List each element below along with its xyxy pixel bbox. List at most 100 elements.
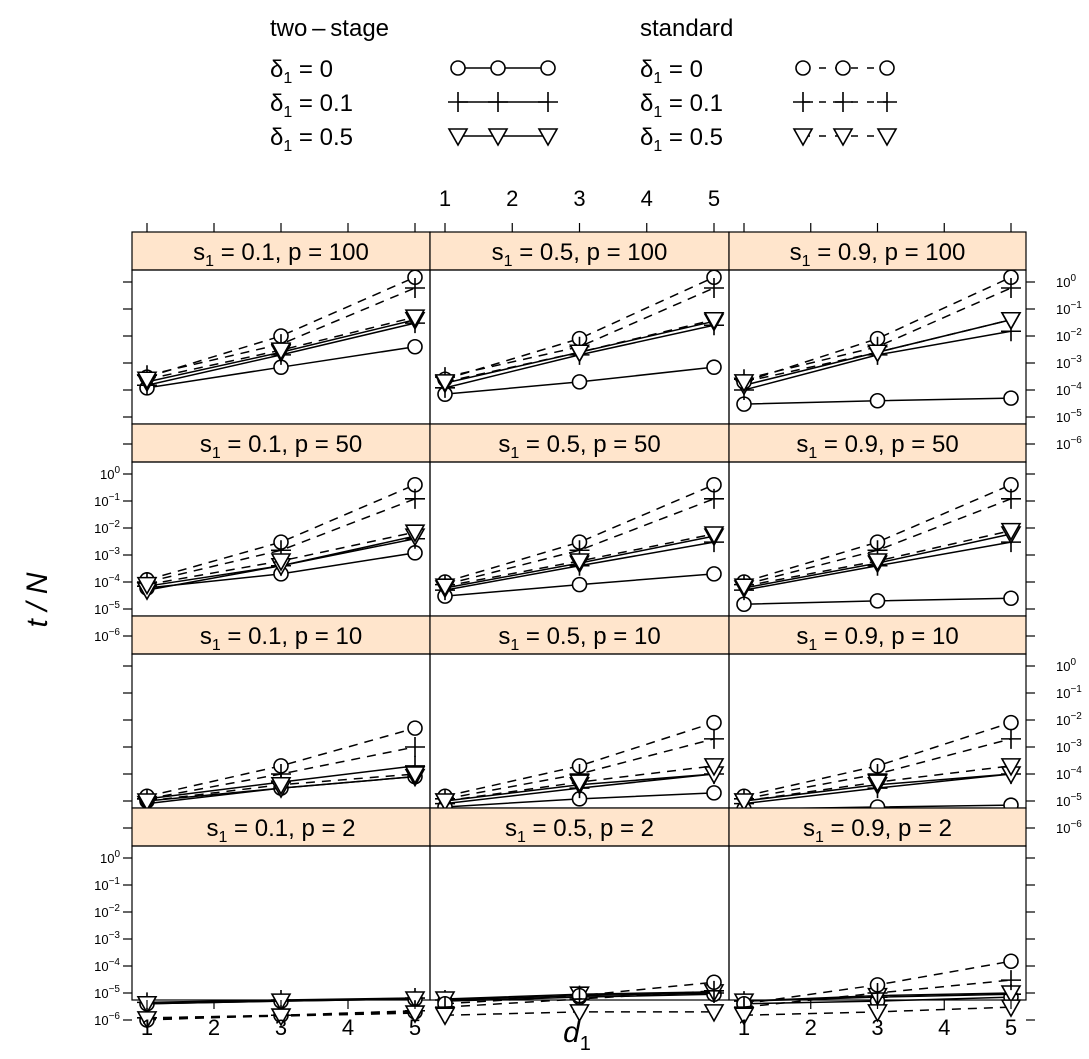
data-point [867,774,888,793]
data-point [706,785,722,801]
x-tick-label: 4 [641,186,653,211]
y-tick-label: 10−5 [1056,408,1082,425]
panel: s1 = 0.5, p = 100 [429,231,730,425]
series-two-stage-delta-0 [736,590,1019,613]
data-point [270,1008,292,1027]
y-tick-label: 10−4 [1056,381,1082,398]
panel-plot-area [429,845,730,1001]
y-tick-label: 100 [100,849,120,866]
data-point [136,1011,158,1030]
x-tick-label: 1 [439,186,451,211]
y-tick-label: 100 [1056,657,1076,674]
data-point [867,983,888,1003]
series-standard-delta-0.5 [733,311,1022,393]
y-tick-label: 100 [1056,273,1076,290]
legend-plus-marker [833,92,853,112]
panel-strip-label: s1 = 0.1, p = 100 [193,239,369,270]
data-point [404,991,426,1010]
data-point [1003,714,1019,731]
x-tick-label: 5 [1005,1015,1017,1040]
series-standard-delta-0.5 [136,766,426,812]
data-point [869,593,886,609]
y-tick-label: 10−3 [1056,354,1082,371]
y-tick-label: 10−6 [1056,435,1082,452]
data-point [703,526,725,545]
data-point [434,578,456,597]
data-point [405,277,425,298]
legend-entry-label: δ1 = 0.1 [270,90,353,121]
x-tick-label: 5 [409,1015,421,1040]
series-standard-delta-0.5 [136,524,426,596]
panel-strip-label: s1 = 0.9, p = 2 [803,815,952,846]
panel-strip [429,423,730,463]
data-point [733,793,755,812]
series-standard-delta-0.5 [434,526,725,597]
x-axis-label: d1 [563,1016,591,1055]
data-point [703,311,725,331]
panel: s1 = 0.5, p = 2 [429,807,730,1026]
panel-plot-area [728,845,1027,1001]
series-standard-delta-0.5 [733,758,1022,812]
data-point [270,776,292,796]
data-point [569,553,590,572]
series-standard-delta-0.5 [136,309,426,390]
data-point [867,553,888,572]
data-point [407,720,423,736]
panel: s1 = 0.1, p = 50 [131,423,431,617]
panel: s1 = 0.9, p = 50 [728,423,1027,617]
y-tick-label: 10−6 [94,627,120,644]
y-tick-label: 10−3 [94,930,120,947]
data-point [571,576,588,593]
legend-plus-marker [793,92,813,112]
series-two-stage-delta-0 [437,359,722,402]
y-tick-label: 10−5 [1056,792,1082,809]
x-tick-label: 3 [871,1015,883,1040]
legend-group-title: two – stage [270,15,389,42]
series-standard-delta-0.5 [434,311,725,393]
legend-triangle-marker [537,128,559,147]
y-tick-label: 10−5 [94,984,120,1001]
data-point [733,578,755,597]
x-tick-label: 4 [938,1015,950,1040]
data-point [1000,758,1022,777]
data-point [706,714,722,731]
panel-strip-label: s1 = 0.5, p = 2 [505,815,654,846]
legend-plus-marker [538,92,558,112]
x-tick-label: 2 [506,186,518,211]
panel-strip-label: s1 = 0.5, p = 10 [498,623,660,654]
x-tick-label: 1 [141,1015,153,1040]
data-point [270,342,292,361]
legend-circle-marker [490,60,506,76]
panel-strip-label: s1 = 0.9, p = 100 [790,239,966,270]
data-point [1003,390,1019,406]
x-tick-label: 2 [805,1015,817,1040]
legend-entry-label: δ1 = 0.5 [640,124,723,155]
panel: s1 = 0.1, p = 2 [131,807,431,1030]
data-point [136,371,158,390]
panel-strip-label: s1 = 0.1, p = 50 [200,431,362,462]
legend-triangle-marker [876,128,898,147]
data-point [1001,970,1021,991]
panel-strip [131,423,431,463]
legend-plus-marker [448,92,468,112]
panel-strip [429,807,730,847]
data-point [704,277,724,298]
y-tick-label: 10−2 [94,519,120,536]
panel-strip-label: s1 = 0.5, p = 100 [492,239,668,270]
series-standard-delta-0.5 [434,1004,725,1026]
data-point [703,758,725,777]
axes: 1 2 3 4 5 1 2 3 4 5 1 2 3 4 5 100 10−1 10−2 10−3 10−4 10−5 10… [94,186,1082,1040]
panel-strip-label: s1 = 0.1, p = 2 [206,815,355,846]
panel-strip-label: s1 = 0.9, p = 10 [796,623,958,654]
y-tick-label: 10−4 [1056,765,1082,782]
data-point [434,1007,456,1026]
legend-entry-label: δ1 = 0.5 [270,124,353,155]
legend-circle-marker [879,60,895,76]
y-tick-label: 10−2 [94,903,120,920]
x-tick-label: 3 [573,186,585,211]
data-point [434,374,456,393]
data-point [571,374,588,390]
data-point [1003,590,1019,607]
panel-strip [728,423,1027,463]
